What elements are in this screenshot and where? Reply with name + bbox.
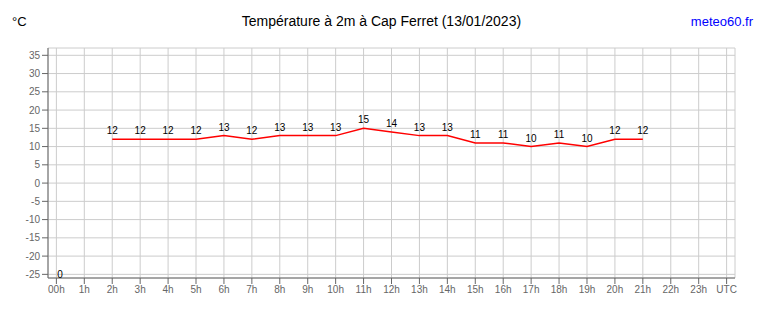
svg-text:12: 12 — [163, 125, 175, 136]
svg-text:12: 12 — [135, 125, 147, 136]
svg-text:13: 13 — [330, 122, 342, 133]
svg-text:12: 12 — [190, 125, 202, 136]
svg-text:11h: 11h — [356, 284, 372, 295]
svg-text:UTC: UTC — [716, 284, 737, 295]
svg-text:13: 13 — [302, 122, 314, 133]
html-text:Température à 2m à Cap Ferret: Température à 2m à Cap Ferret (13/01/202… — [241, 13, 522, 29]
svg-text:6h: 6h — [218, 284, 229, 295]
svg-text:18h: 18h — [551, 284, 568, 295]
svg-text:12: 12 — [609, 125, 621, 136]
svg-text:10h: 10h — [327, 284, 344, 295]
svg-text:15: 15 — [29, 123, 41, 134]
svg-text:19h: 19h — [579, 284, 596, 295]
svg-text:25: 25 — [29, 86, 41, 97]
svg-text:14: 14 — [386, 118, 398, 129]
svg-text:-15: -15 — [26, 232, 41, 243]
svg-text:8h: 8h — [274, 284, 285, 295]
svg-text:13: 13 — [442, 122, 454, 133]
svg-text:22h: 22h — [662, 284, 679, 295]
svg-text:5: 5 — [34, 159, 40, 170]
svg-text:12: 12 — [637, 125, 649, 136]
svg-text:13: 13 — [274, 122, 286, 133]
svg-text:7h: 7h — [246, 284, 257, 295]
svg-text:12: 12 — [107, 125, 119, 136]
svg-text:5h: 5h — [190, 284, 201, 295]
svg-text:21h: 21h — [634, 284, 651, 295]
svg-text:12h: 12h — [383, 284, 400, 295]
svg-text:15: 15 — [358, 114, 370, 125]
svg-text:10: 10 — [526, 133, 538, 144]
svg-text:16h: 16h — [495, 284, 512, 295]
svg-text:1h: 1h — [79, 284, 90, 295]
svg-text:10: 10 — [581, 133, 593, 144]
svg-text:10: 10 — [29, 141, 41, 152]
html-text:°C: °C — [12, 13, 27, 29]
svg-text:-10: -10 — [26, 214, 41, 225]
svg-text:13h: 13h — [411, 284, 428, 295]
svg-text:20: 20 — [29, 105, 41, 116]
svg-text:2h: 2h — [107, 284, 118, 295]
svg-text:20h: 20h — [607, 284, 624, 295]
html-text:meteo60.fr: meteo60.fr — [690, 13, 753, 29]
svg-text:17h: 17h — [523, 284, 540, 295]
svg-text:-5: -5 — [31, 196, 40, 207]
svg-text:0: 0 — [57, 269, 63, 280]
svg-text:11: 11 — [554, 129, 565, 140]
svg-text:-25: -25 — [26, 269, 41, 280]
svg-text:3h: 3h — [135, 284, 146, 295]
svg-text:9h: 9h — [302, 284, 313, 295]
svg-text:23h: 23h — [690, 284, 707, 295]
svg-text:00h: 00h — [48, 284, 65, 295]
svg-text:-20: -20 — [26, 251, 41, 262]
svg-text:12: 12 — [246, 125, 258, 136]
svg-text:30: 30 — [29, 68, 41, 79]
svg-text:0: 0 — [34, 178, 40, 189]
svg-text:13: 13 — [218, 122, 230, 133]
svg-text:11: 11 — [470, 129, 481, 140]
svg-text:4h: 4h — [163, 284, 174, 295]
svg-text:35: 35 — [29, 50, 41, 61]
svg-text:11: 11 — [498, 129, 509, 140]
svg-text:15h: 15h — [467, 284, 484, 295]
svg-text:14h: 14h — [439, 284, 456, 295]
svg-text:13: 13 — [414, 122, 426, 133]
